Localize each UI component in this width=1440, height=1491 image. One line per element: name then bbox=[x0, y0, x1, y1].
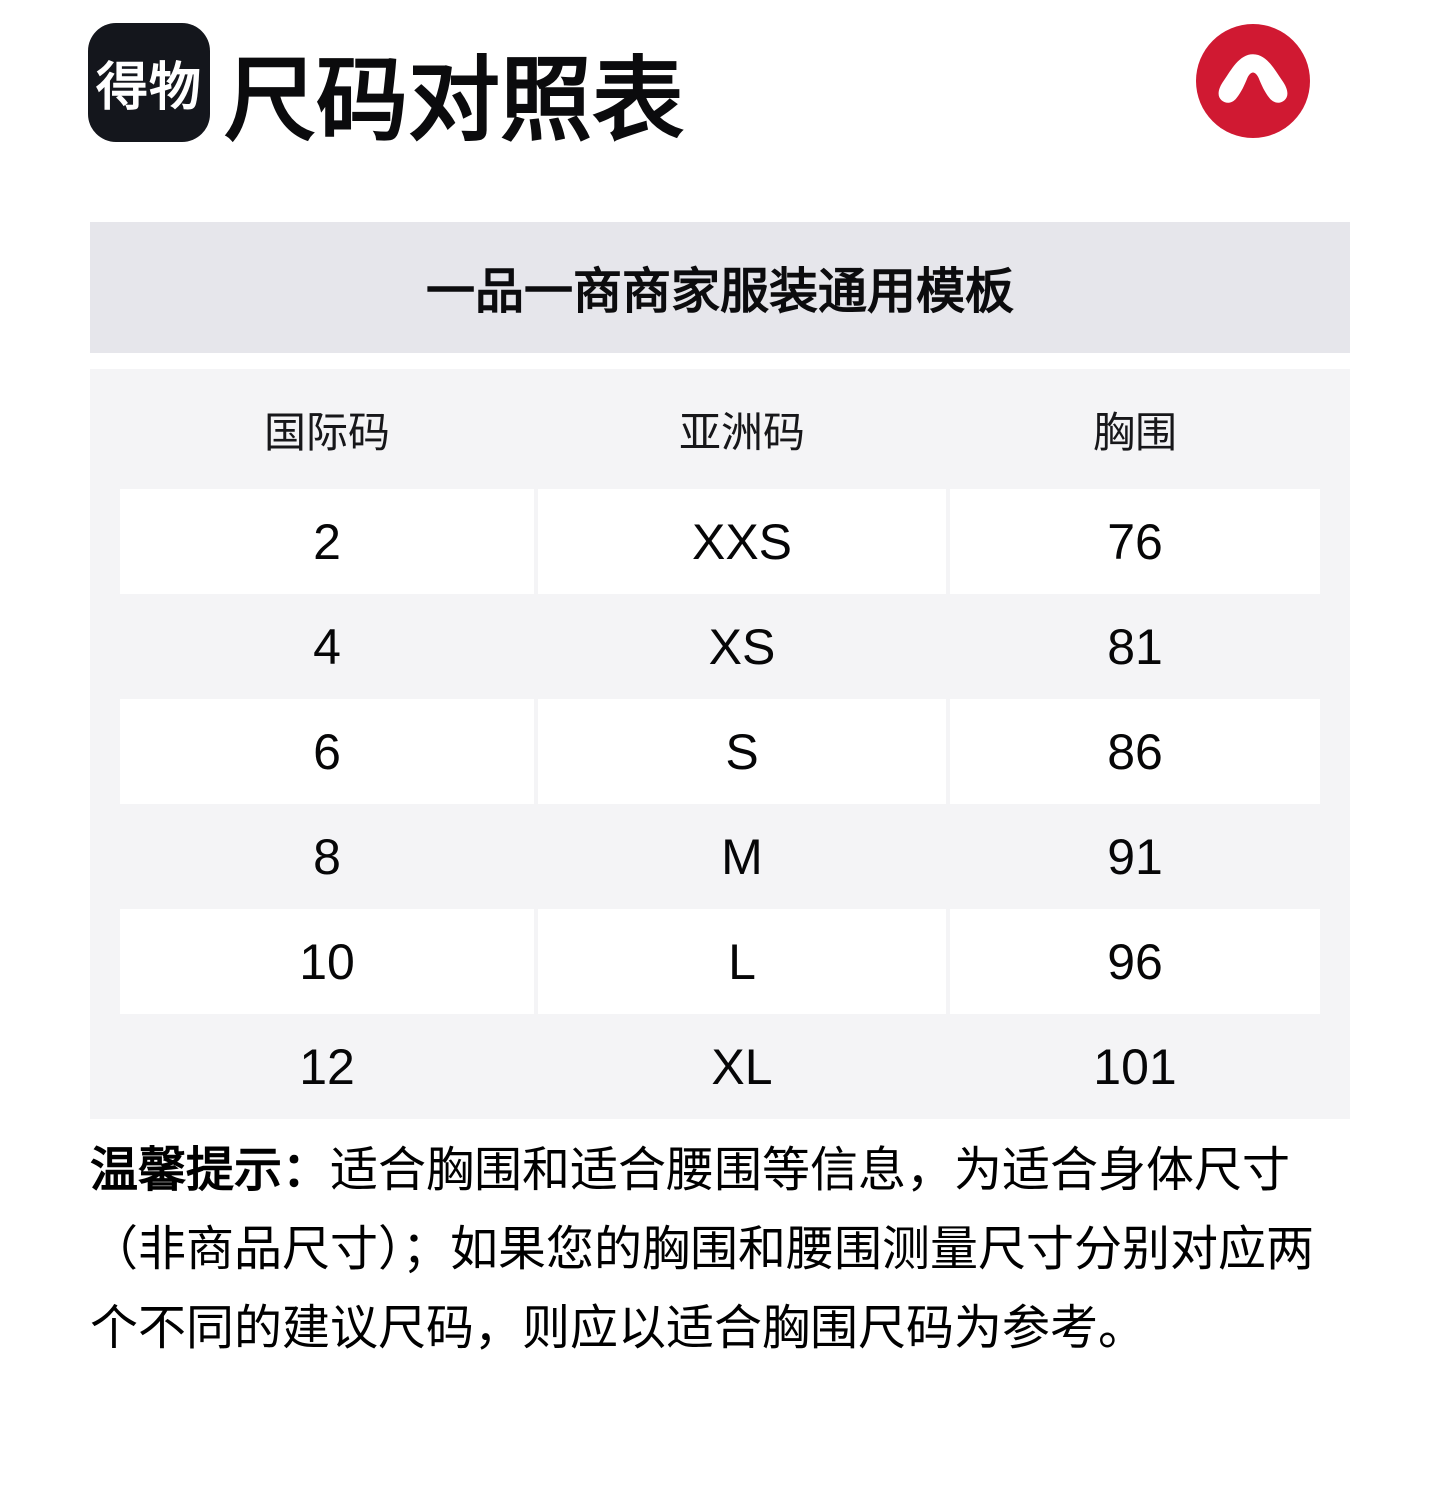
table-row: 10 L 96 bbox=[120, 909, 1320, 1014]
cell-international-size: 4 bbox=[313, 618, 341, 675]
size-table: 国际码 亚洲码 胸围 2 XXS 76 4 XS 81 6 S 86 8 M 9… bbox=[90, 369, 1350, 1119]
table-header-row: 国际码 亚洲码 胸围 bbox=[120, 369, 1320, 489]
cell-asian-size: M bbox=[721, 828, 763, 885]
cell-asian-size: XXS bbox=[538, 489, 946, 594]
size-note: 温馨提示：适合胸围和适合腰围等信息，为适合身体尺寸 （非商品尺寸）；如果您的胸围… bbox=[90, 1131, 1380, 1368]
cell-chest: 86 bbox=[950, 699, 1320, 804]
cell-international-size: 8 bbox=[313, 828, 341, 885]
dewu-app-logo: 得物 bbox=[88, 23, 210, 142]
col-header-asian-size: 亚洲码 bbox=[678, 408, 805, 456]
cell-chest: 91 bbox=[1107, 828, 1163, 885]
col-header-chest: 胸围 bbox=[1092, 408, 1177, 456]
lululemon-logo-icon bbox=[1196, 24, 1310, 138]
table-row: 12 XL 101 bbox=[120, 1014, 1320, 1119]
cell-international-size: 6 bbox=[120, 699, 534, 804]
template-name-bar: 一品一商商家服装通用模板 bbox=[90, 222, 1350, 353]
cell-international-size: 12 bbox=[299, 1038, 355, 1095]
cell-chest: 96 bbox=[950, 909, 1320, 1014]
cell-international-size: 2 bbox=[120, 489, 534, 594]
dewu-logo-text: 得物 bbox=[95, 59, 202, 117]
table-row: 4 XS 81 bbox=[120, 594, 1320, 699]
table-row: 2 XXS 76 bbox=[120, 489, 1320, 594]
size-note-line-3: 个不同的建议尺码，则应以适合胸围尺码为参考。 bbox=[90, 1302, 1147, 1355]
page-title: 尺码对照表 bbox=[224, 50, 685, 152]
cell-asian-size: XS bbox=[708, 618, 776, 675]
size-note-line-1: 温馨提示：适合胸围和适合腰围等信息，为适合身体尺寸 bbox=[90, 1131, 1380, 1210]
cell-asian-size: L bbox=[538, 909, 946, 1014]
cell-asian-size: S bbox=[538, 699, 946, 804]
cell-asian-size: XL bbox=[711, 1038, 773, 1095]
cell-chest: 101 bbox=[1093, 1038, 1177, 1095]
cell-chest: 81 bbox=[1107, 618, 1163, 675]
table-row: 6 S 86 bbox=[120, 699, 1320, 804]
size-note-line-2: （非商品尺寸）；如果您的胸围和腰围测量尺寸分别对应两 bbox=[90, 1223, 1315, 1276]
template-name-text: 一品一商商家服装通用模板 bbox=[425, 265, 1014, 319]
size-note-line-1-text: 适合胸围和适合腰围等信息，为适合身体尺寸 bbox=[330, 1144, 1291, 1197]
cell-international-size: 10 bbox=[120, 909, 534, 1014]
size-note-bold-prefix: 温馨提示： bbox=[90, 1144, 331, 1197]
col-header-international-size: 国际码 bbox=[263, 408, 390, 456]
cell-chest: 76 bbox=[950, 489, 1320, 594]
table-row: 8 M 91 bbox=[120, 804, 1320, 909]
